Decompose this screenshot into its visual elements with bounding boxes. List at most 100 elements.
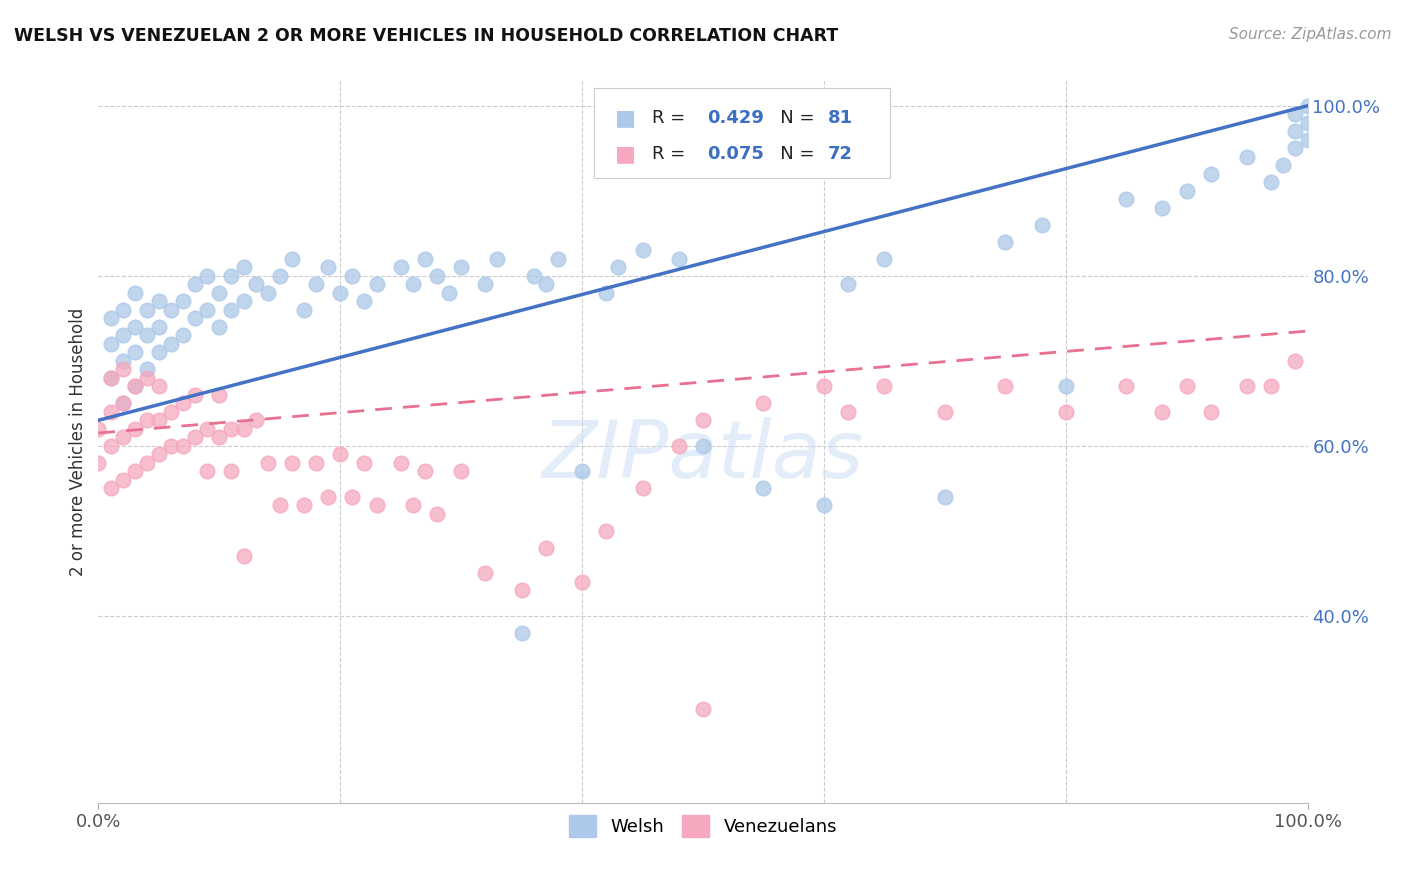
Point bbox=[1236, 379, 1258, 393]
Point bbox=[413, 252, 436, 266]
Point bbox=[342, 268, 364, 283]
Point bbox=[111, 396, 134, 410]
Point bbox=[426, 268, 449, 283]
Text: WELSH VS VENEZUELAN 2 OR MORE VEHICLES IN HOUSEHOLD CORRELATION CHART: WELSH VS VENEZUELAN 2 OR MORE VEHICLES I… bbox=[14, 27, 838, 45]
Point bbox=[1199, 405, 1222, 419]
Point bbox=[837, 277, 859, 292]
Point bbox=[221, 268, 243, 283]
Point bbox=[208, 285, 231, 300]
Point bbox=[195, 268, 218, 283]
Text: N =: N = bbox=[763, 109, 821, 127]
Point bbox=[752, 481, 775, 495]
Point bbox=[1284, 141, 1306, 155]
Point bbox=[245, 277, 267, 292]
Point bbox=[124, 422, 146, 436]
Point bbox=[1115, 192, 1137, 206]
Point bbox=[135, 371, 157, 385]
Y-axis label: 2 or more Vehicles in Household: 2 or more Vehicles in Household bbox=[69, 308, 87, 575]
Point bbox=[111, 473, 134, 487]
Point bbox=[534, 277, 557, 292]
Point bbox=[1296, 99, 1319, 113]
Point bbox=[571, 574, 593, 589]
Point bbox=[1199, 167, 1222, 181]
Point bbox=[281, 456, 304, 470]
Point bbox=[256, 456, 278, 470]
Point bbox=[208, 388, 231, 402]
Text: R =: R = bbox=[652, 145, 692, 163]
Point bbox=[510, 583, 533, 598]
Point bbox=[366, 277, 388, 292]
Point bbox=[124, 345, 146, 359]
Text: 81: 81 bbox=[828, 109, 852, 127]
Point bbox=[292, 302, 315, 317]
FancyBboxPatch shape bbox=[595, 87, 890, 178]
Point bbox=[87, 456, 110, 470]
Point bbox=[994, 235, 1017, 249]
Point bbox=[329, 285, 352, 300]
Text: ■: ■ bbox=[614, 108, 636, 128]
Point bbox=[124, 379, 146, 393]
Point bbox=[269, 268, 291, 283]
Point bbox=[631, 481, 654, 495]
Point bbox=[413, 464, 436, 478]
Text: R =: R = bbox=[652, 109, 692, 127]
Point bbox=[195, 302, 218, 317]
Point bbox=[692, 702, 714, 716]
Point bbox=[1054, 405, 1077, 419]
Point bbox=[148, 379, 170, 393]
Point bbox=[547, 252, 569, 266]
Point bbox=[595, 285, 617, 300]
Point bbox=[474, 277, 496, 292]
Point bbox=[1031, 218, 1053, 232]
Point bbox=[208, 430, 231, 444]
Point bbox=[316, 490, 339, 504]
Point bbox=[450, 464, 472, 478]
Point bbox=[184, 430, 207, 444]
Point bbox=[1260, 175, 1282, 189]
Point bbox=[160, 302, 183, 317]
Point bbox=[1054, 379, 1077, 393]
Point bbox=[305, 277, 328, 292]
Point bbox=[100, 481, 122, 495]
Point bbox=[389, 260, 412, 275]
Point bbox=[184, 311, 207, 326]
Point bbox=[256, 285, 278, 300]
Point bbox=[1296, 116, 1319, 130]
Point bbox=[437, 285, 460, 300]
Point bbox=[269, 498, 291, 512]
Point bbox=[873, 252, 896, 266]
Point bbox=[245, 413, 267, 427]
Point bbox=[934, 405, 956, 419]
Point bbox=[595, 524, 617, 538]
Legend: Welsh, Venezuelans: Welsh, Venezuelans bbox=[561, 808, 845, 845]
Point bbox=[232, 549, 254, 564]
Point bbox=[486, 252, 509, 266]
Point bbox=[124, 464, 146, 478]
Point bbox=[111, 396, 134, 410]
Point bbox=[135, 328, 157, 343]
Point bbox=[353, 456, 375, 470]
Point bbox=[450, 260, 472, 275]
Point bbox=[389, 456, 412, 470]
Point bbox=[135, 413, 157, 427]
Point bbox=[1236, 150, 1258, 164]
Point bbox=[195, 464, 218, 478]
Point bbox=[523, 268, 546, 283]
Point bbox=[172, 328, 194, 343]
Point bbox=[124, 319, 146, 334]
Point bbox=[668, 439, 690, 453]
Point bbox=[232, 260, 254, 275]
Point bbox=[1152, 405, 1174, 419]
Point bbox=[813, 498, 835, 512]
Point bbox=[160, 405, 183, 419]
Point bbox=[281, 252, 304, 266]
Point bbox=[100, 439, 122, 453]
Point bbox=[232, 294, 254, 309]
Text: 72: 72 bbox=[828, 145, 852, 163]
Point bbox=[402, 277, 425, 292]
Point bbox=[1284, 107, 1306, 121]
Point bbox=[135, 456, 157, 470]
Point bbox=[148, 447, 170, 461]
Point bbox=[100, 311, 122, 326]
Point bbox=[353, 294, 375, 309]
